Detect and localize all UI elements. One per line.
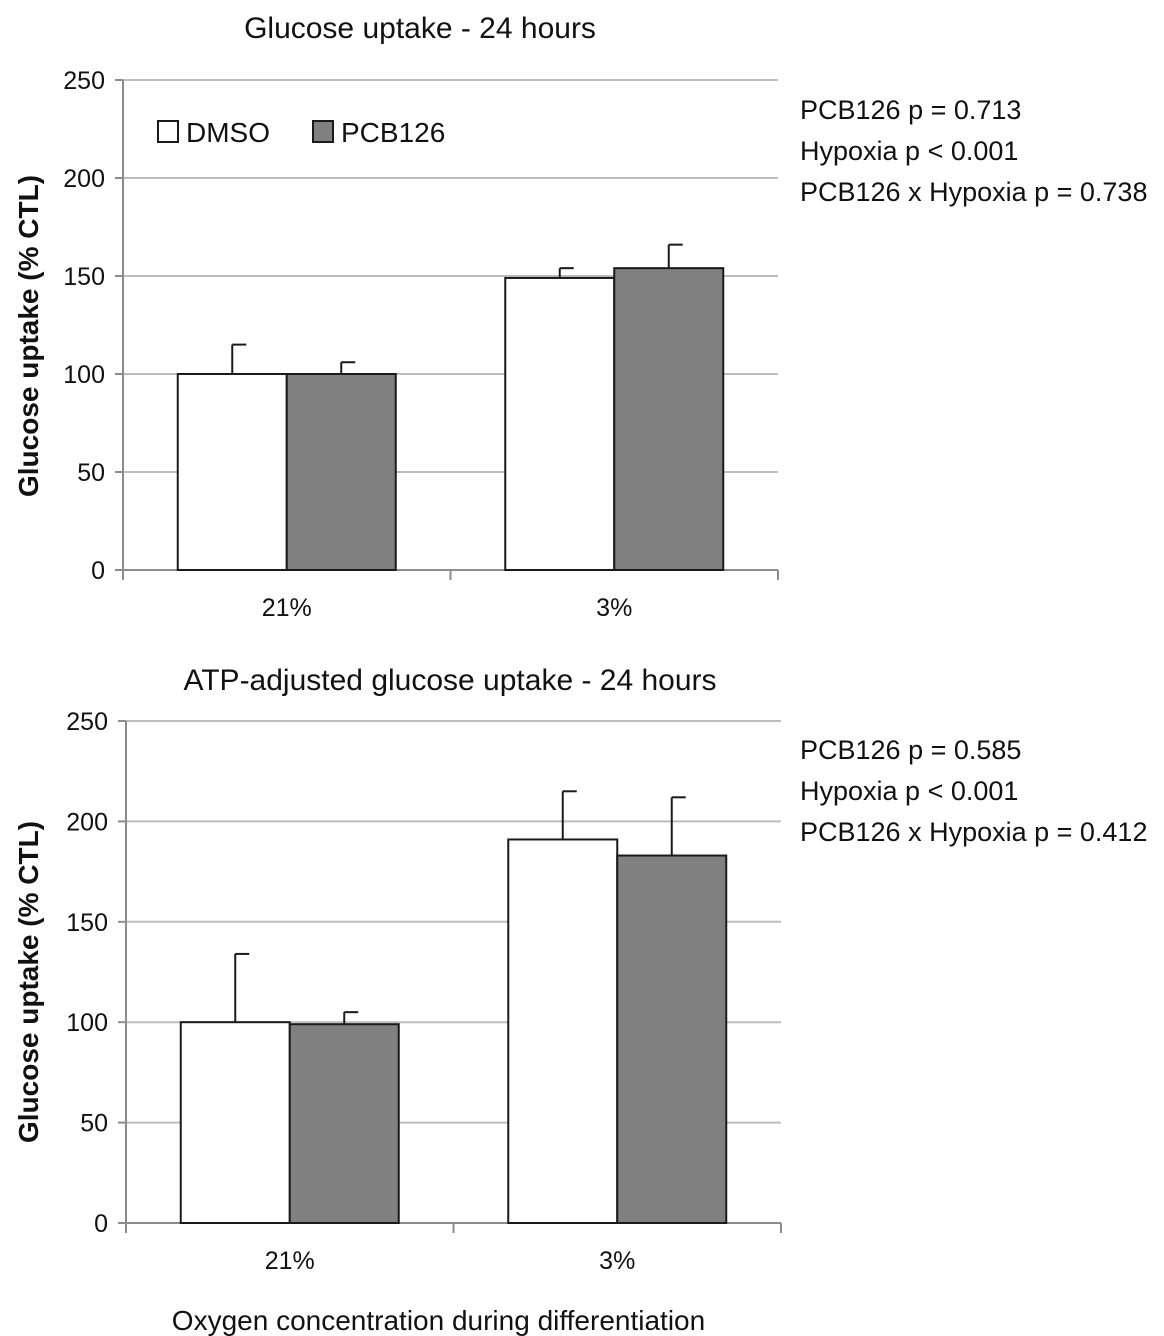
y-tick-label: 250 xyxy=(63,67,105,95)
stats-annotation-bottom: PCB126 p = 0.585 Hypoxia p < 0.001 PCB12… xyxy=(800,730,1147,853)
y-tick-label: 200 xyxy=(66,808,108,836)
y-axis-label: Glucose uptake (% CTL) xyxy=(13,821,44,1143)
y-tick-label: 100 xyxy=(63,361,105,389)
y-tick-label: 0 xyxy=(94,1210,108,1238)
bar xyxy=(285,373,397,571)
legend-label: DMSO xyxy=(186,117,270,148)
bar xyxy=(288,1023,400,1225)
chart-title: ATP-adjusted glucose uptake - 24 hours xyxy=(183,664,716,697)
bar xyxy=(616,854,728,1224)
x-tick-label: 3% xyxy=(599,1247,635,1275)
legend-label: PCB126 xyxy=(341,117,445,148)
stats-annotation-top: PCB126 p = 0.713 Hypoxia p < 0.001 PCB12… xyxy=(800,90,1147,213)
y-tick-label: 150 xyxy=(66,909,108,937)
stat-pcb126: PCB126 p = 0.585 xyxy=(800,735,1022,765)
bar xyxy=(504,276,616,571)
stat-interaction: PCB126 x Hypoxia p = 0.412 xyxy=(800,817,1148,847)
bar xyxy=(176,373,288,571)
y-tick-label: 50 xyxy=(80,1110,108,1138)
y-tick-label: 100 xyxy=(66,1009,108,1037)
bar xyxy=(507,838,619,1224)
x-tick-label: 21% xyxy=(265,1247,315,1275)
legend-swatch xyxy=(312,120,334,143)
y-tick-label: 250 xyxy=(66,708,108,736)
stat-pcb126: PCB126 p = 0.713 xyxy=(800,95,1022,125)
legend-swatch xyxy=(157,120,179,143)
x-axis-label: Oxygen concentration during differentiat… xyxy=(172,1305,705,1336)
chart-title: Glucose uptake - 24 hours xyxy=(244,12,596,45)
y-tick-label: 150 xyxy=(63,263,105,291)
bar xyxy=(179,1021,291,1225)
stat-hypoxia: Hypoxia p < 0.001 xyxy=(800,136,1019,166)
x-tick-label: 21% xyxy=(262,594,312,622)
y-tick-label: 50 xyxy=(77,459,105,487)
x-tick-label: 3% xyxy=(596,594,632,622)
bar xyxy=(613,267,725,571)
y-tick-label: 200 xyxy=(63,165,105,193)
y-axis-label: Glucose uptake (% CTL) xyxy=(13,175,44,497)
stat-hypoxia: Hypoxia p < 0.001 xyxy=(800,776,1019,806)
stat-interaction: PCB126 x Hypoxia p = 0.738 xyxy=(800,177,1148,207)
y-tick-label: 0 xyxy=(91,557,105,585)
